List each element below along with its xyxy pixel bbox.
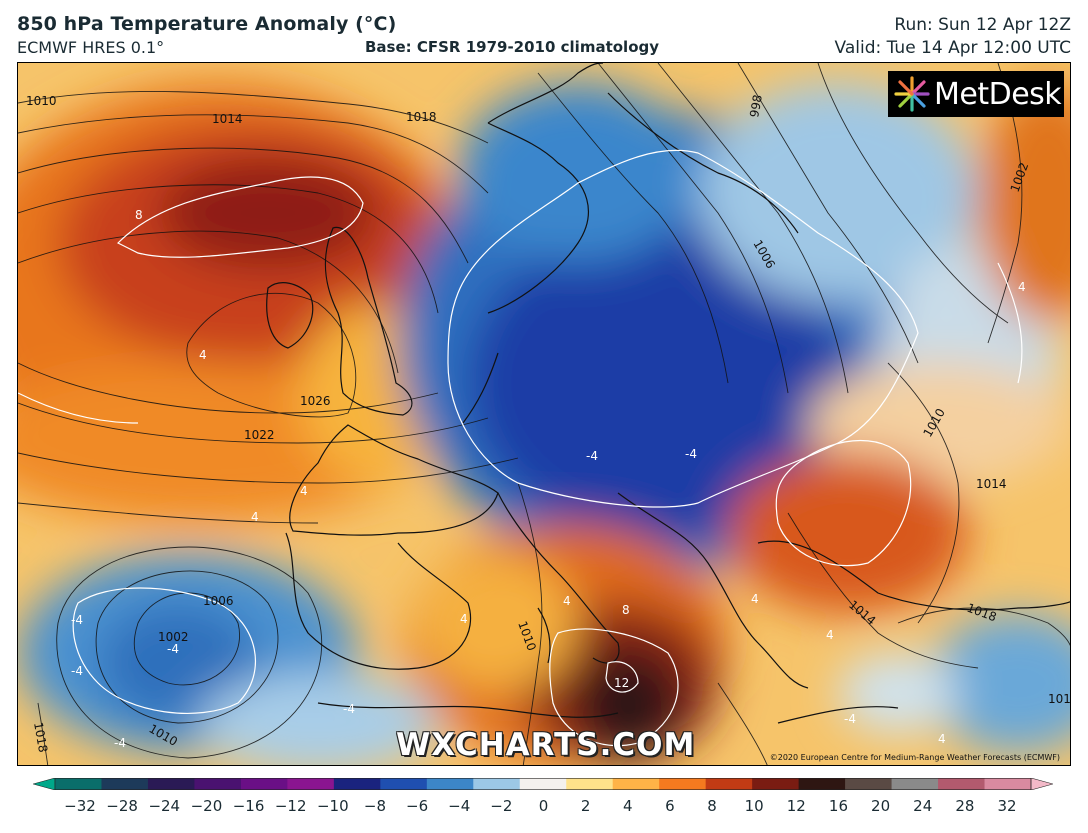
colorbar-segment (333, 778, 381, 790)
isobar-label: 1010 (26, 94, 57, 108)
colorbar-segment (287, 778, 335, 790)
isobar-label: 1002 (158, 630, 189, 644)
colorbar-segment (55, 778, 102, 790)
isobars (18, 63, 1070, 765)
colorbar-segment (705, 778, 753, 790)
colorbar-tick-label: −12 (274, 797, 307, 815)
isobar-label: 1026 (300, 394, 331, 408)
colorbar-segment (612, 778, 660, 790)
colorbar-segment (194, 778, 242, 790)
colorbar-tick-label: 8 (707, 797, 717, 815)
isobar-label: 1014 (212, 112, 243, 126)
colorbar-segment (147, 778, 195, 790)
isobar-label: 1014 (976, 477, 1007, 491)
isobar-label: 1010 (1048, 692, 1071, 706)
colorbar-segment (659, 778, 707, 790)
wxcharts-watermark: WXCHARTS.COM (396, 727, 696, 763)
map-canvas: 1010 1014 1018 998 1002 1006 1026 1022 1… (18, 63, 1071, 765)
metdesk-logo-icon (894, 76, 930, 112)
anomaly-label: 4 (938, 732, 946, 746)
colorbar-tick-label: 32 (997, 797, 1017, 815)
anomaly-label: 4 (251, 510, 259, 524)
anomaly-field (18, 83, 1070, 765)
colorbar-tick-label: 16 (828, 797, 848, 815)
anomaly-label: 8 (135, 208, 143, 222)
anomaly-label: -4 (167, 642, 179, 656)
colorbar-segment (426, 778, 474, 790)
colorbar-segment (473, 778, 521, 790)
anomaly-label: 4 (751, 592, 759, 606)
colorbar-segment (798, 778, 846, 790)
colorbar-tick-label: −32 (64, 797, 96, 815)
colorbar-tick-label: −4 (448, 797, 471, 815)
colorbar-tick-label: −28 (106, 797, 138, 815)
anomaly-label: -4 (844, 712, 856, 726)
colorbar-segment (380, 778, 428, 790)
colorbar-tick-label: 12 (786, 797, 806, 815)
colorbar-segment (938, 778, 986, 790)
anomaly-label: -4 (343, 702, 355, 716)
anomaly-label: 4 (1018, 280, 1026, 294)
colorbar-tick-label: 20 (871, 797, 891, 815)
metdesk-logo: MetDesk (888, 71, 1064, 117)
anomaly-label: 4 (826, 628, 834, 642)
climatology-base-label: Base: CFSR 1979-2010 climatology (365, 38, 660, 56)
anomaly-label: 12 (614, 676, 629, 690)
colorbar-tick-label: 28 (955, 797, 975, 815)
anomaly-label: 4 (300, 484, 308, 498)
anomaly-contours (18, 149, 1023, 747)
chart-title: 850 hPa Temperature Anomaly (°C) (17, 13, 397, 35)
metdesk-logo-text: MetDesk (934, 76, 1062, 112)
colorbar-extend-low (33, 778, 56, 790)
anomaly-label: 4 (563, 594, 571, 608)
colorbar-tick-label: −6 (406, 797, 429, 815)
colorbar-segment (101, 778, 149, 790)
valid-time-label: Valid: Tue 14 Apr 12:00 UTC (834, 38, 1071, 58)
colorbar-tick-label: 6 (665, 797, 675, 815)
anomaly-label: -4 (71, 613, 83, 627)
colorbar-tick-label: −8 (363, 797, 387, 815)
isobar-label: 998 (747, 94, 765, 119)
colorbar-extend-high (1030, 778, 1053, 790)
colorbar-tick-label: −2 (490, 797, 513, 815)
colorbar-segment (891, 778, 939, 790)
anomaly-map: 1010 1014 1018 998 1002 1006 1026 1022 1… (17, 62, 1071, 766)
colorbar-segment (240, 778, 288, 790)
anomaly-label: -4 (586, 449, 598, 463)
anomaly-label: -4 (685, 447, 697, 461)
isobar-label: 1018 (31, 721, 50, 754)
anomaly-label: 8 (622, 603, 630, 617)
copyright-notice: ©2020 European Centre for Medium-Range W… (769, 753, 1060, 762)
run-time-label: Run: Sun 12 Apr 12Z (894, 15, 1071, 35)
colorbar-tick-label: −10 (316, 797, 349, 815)
anomaly-label: -4 (114, 736, 126, 750)
anomaly-label: -4 (71, 664, 83, 678)
colorbar-tick-label: 0 (538, 797, 549, 815)
isobar-label: 1018 (406, 110, 437, 124)
isobar-label: 1006 (203, 594, 234, 608)
colorbar-segment (984, 778, 1032, 790)
isobar-label: 1022 (244, 428, 275, 442)
colorbar-segment (519, 778, 567, 790)
colorbar-tick-label: −24 (148, 797, 181, 815)
colorbar-tick-label: −20 (190, 797, 223, 815)
colorbar-tick-label: 4 (622, 797, 633, 815)
colorbar (33, 778, 1053, 790)
anomaly-labels: 8 4 4 4 4 -4 -4 -4 -4 -4 4 8 12 -4 4 -4 … (71, 208, 1026, 750)
colorbar-tick-label: 24 (913, 797, 933, 815)
colorbar-segment (566, 778, 614, 790)
model-label: ECMWF HRES 0.1° (17, 38, 165, 57)
colorbar-tick-label: 2 (580, 797, 591, 815)
colorbar-segment (845, 778, 893, 790)
anomaly-label: 4 (199, 348, 207, 362)
colorbar-tick-label: 10 (744, 797, 764, 815)
anomaly-label: 4 (460, 612, 468, 626)
colorbar-segment (752, 778, 800, 790)
colorbar-tick-label: −16 (232, 797, 265, 815)
